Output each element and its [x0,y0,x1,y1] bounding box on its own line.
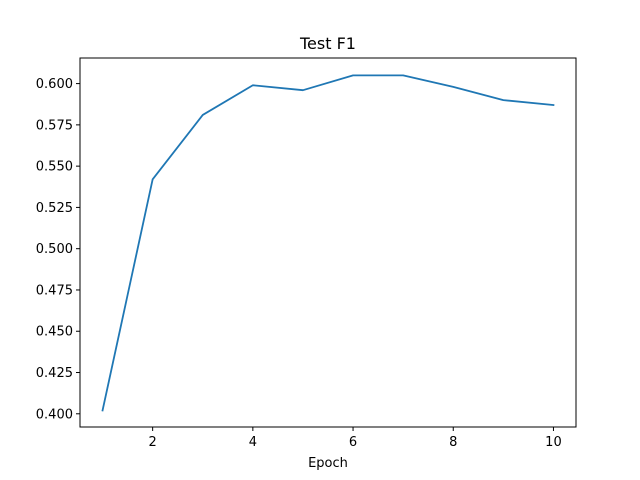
y-tick-label: 0.475 [36,283,73,298]
x-tick-label: 10 [545,435,562,450]
series-group [101,74,555,412]
y-tick-label: 0.400 [36,407,73,422]
y-tick-label: 0.575 [36,118,73,133]
y-tick-label: 0.600 [36,77,73,92]
chart-title: Test F1 [299,34,356,53]
y-tick-label: 0.525 [36,201,73,216]
x-axis-label: Epoch [308,456,348,471]
axis-ticks: 2 4 6 8 10 0.400 0.425 0.450 0.475 0.500 0.525 0.55… [36,77,562,450]
y-tick-label: 0.500 [36,242,73,257]
y-tick-label: 0.425 [36,366,73,381]
y-tick-label: 0.450 [36,325,73,340]
x-tick-label: 2 [149,435,157,450]
x-tick-label: 4 [249,435,257,450]
series-line-0 [101,74,555,412]
y-tick-label: 0.550 [36,160,73,175]
x-tick-label: 6 [349,435,357,450]
x-tick-label: 8 [449,435,457,450]
plot-frame [79,57,577,428]
